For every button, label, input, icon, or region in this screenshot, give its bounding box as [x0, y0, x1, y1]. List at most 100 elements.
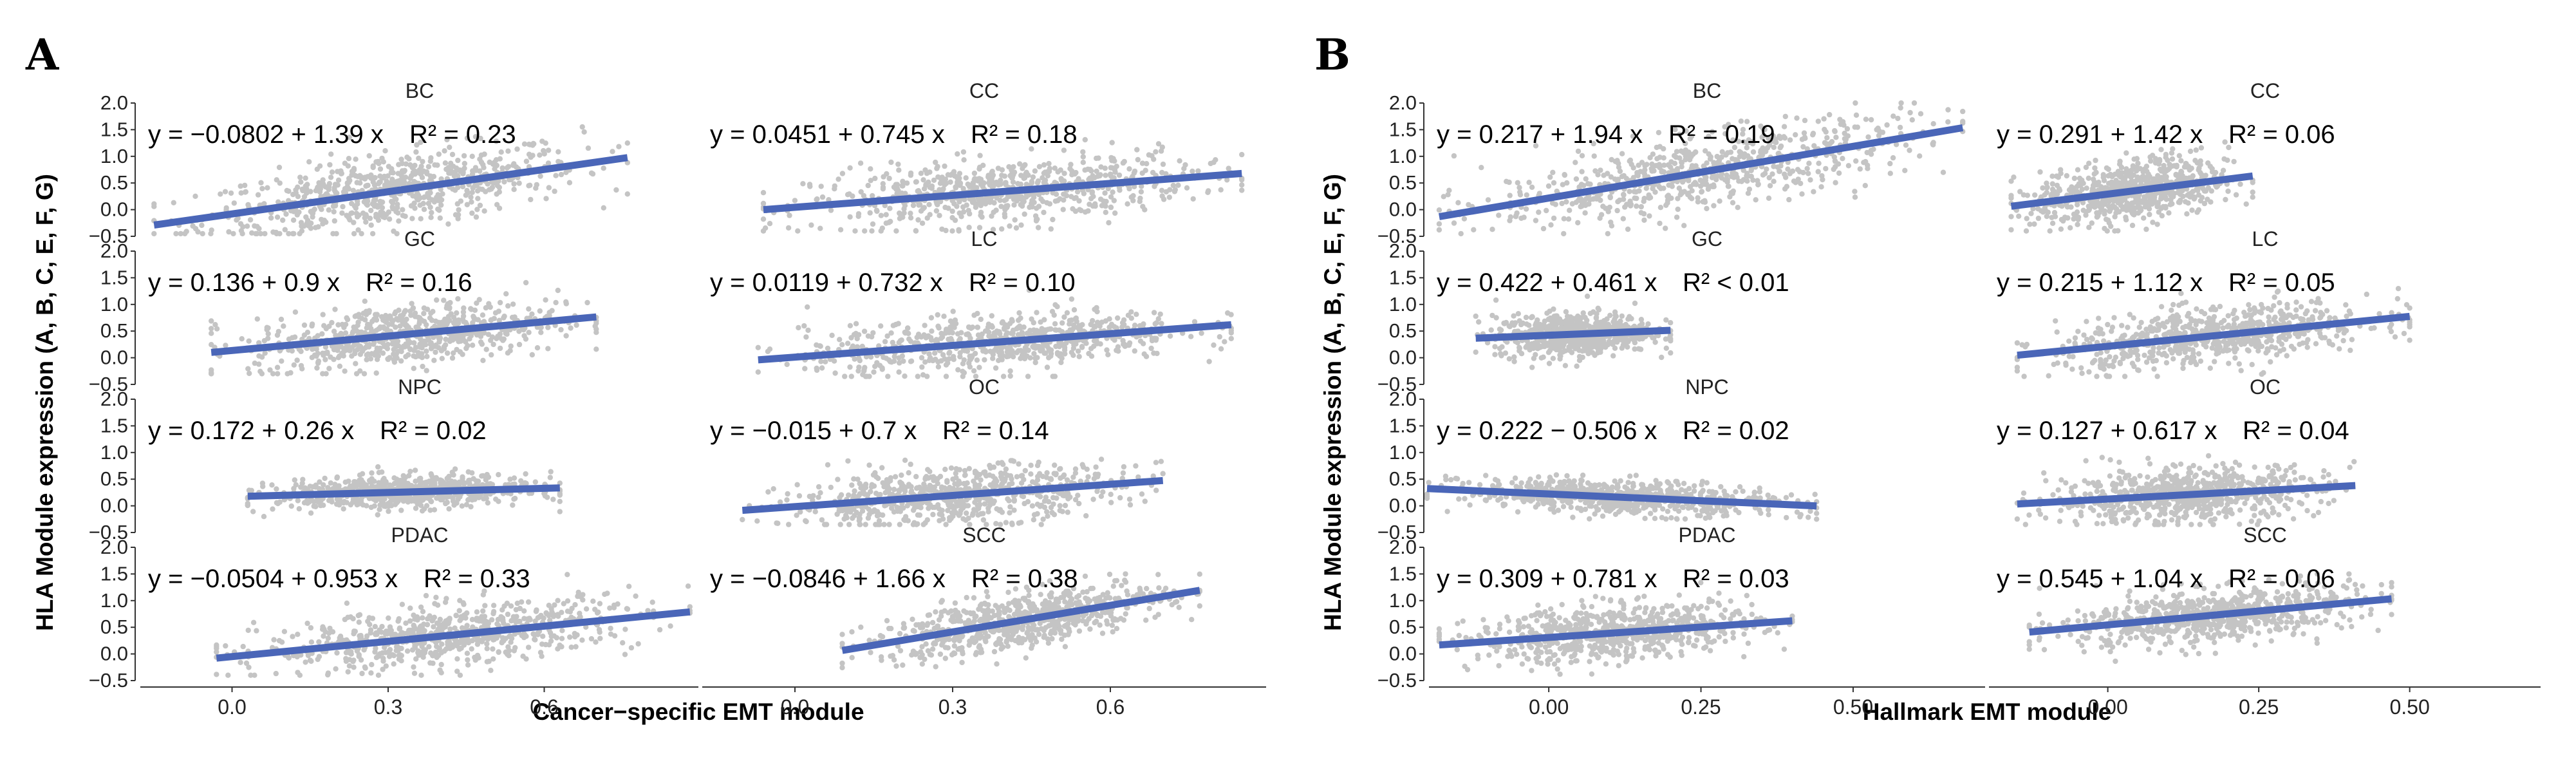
- data-point: [314, 365, 320, 371]
- data-point: [359, 231, 364, 237]
- data-point: [1094, 341, 1100, 346]
- data-point: [1132, 348, 1138, 354]
- data-point: [1117, 495, 1123, 501]
- data-point: [452, 466, 458, 472]
- data-point: [897, 522, 903, 527]
- y-tick-label: 1.5: [100, 562, 128, 585]
- data-point: [947, 318, 954, 324]
- data-point: [264, 325, 270, 330]
- data-point: [891, 353, 897, 359]
- data-point: [1072, 316, 1078, 322]
- facet-a-bc: BCy = −0.0802 + 1.39 x R² = 0.23−0.50.00.…: [89, 79, 630, 247]
- data-point: [400, 212, 406, 218]
- data-point: [1011, 164, 1016, 170]
- data-point: [230, 231, 236, 237]
- data-point: [1062, 351, 1068, 357]
- data-point: [321, 323, 327, 328]
- data-point: [424, 306, 431, 312]
- data-point: [400, 207, 406, 212]
- data-point: [413, 353, 418, 360]
- data-point: [1080, 154, 1087, 160]
- data-point: [942, 356, 947, 362]
- data-point: [478, 135, 483, 142]
- data-point: [379, 155, 385, 162]
- data-point: [412, 467, 418, 473]
- data-point: [948, 465, 955, 471]
- data-point: [1007, 510, 1013, 516]
- data-point: [624, 140, 630, 146]
- data-point: [474, 300, 480, 306]
- data-point: [341, 189, 347, 195]
- data-point: [999, 476, 1005, 482]
- data-point: [952, 217, 958, 223]
- data-point: [1015, 332, 1022, 337]
- data-point: [151, 231, 157, 237]
- data-point: [436, 151, 442, 157]
- data-point: [382, 343, 387, 349]
- data-point: [451, 314, 457, 321]
- data-point: [398, 657, 404, 664]
- data-point: [313, 504, 319, 509]
- data-point: [262, 350, 268, 356]
- data-point: [358, 632, 364, 639]
- data-point: [362, 664, 368, 670]
- data-point: [327, 625, 333, 632]
- data-point: [427, 507, 433, 513]
- data-point: [888, 330, 894, 336]
- data-point: [424, 503, 430, 509]
- data-point: [850, 515, 855, 521]
- data-point: [505, 611, 511, 617]
- data-point: [1112, 167, 1118, 173]
- data-point: [1205, 189, 1211, 195]
- data-point: [1060, 207, 1066, 212]
- data-point: [608, 631, 614, 637]
- data-point: [390, 497, 396, 503]
- data-point: [261, 201, 267, 207]
- data-point: [482, 603, 488, 608]
- data-point: [499, 165, 505, 171]
- data-point: [557, 498, 563, 504]
- data-point: [566, 180, 573, 185]
- data-point: [876, 518, 882, 523]
- data-point: [901, 486, 907, 493]
- data-point: [285, 371, 290, 377]
- data-point: [394, 231, 400, 237]
- data-point: [583, 606, 590, 612]
- y-tick-label: 1.0: [100, 293, 128, 316]
- data-point: [932, 350, 938, 356]
- data-point: [425, 164, 432, 170]
- data-point: [350, 328, 356, 335]
- data-point: [537, 152, 543, 158]
- data-point: [473, 214, 480, 220]
- data-point: [328, 174, 334, 180]
- data-point: [608, 625, 613, 632]
- data-point: [1051, 312, 1057, 318]
- data-point: [938, 335, 944, 341]
- data-point: [246, 487, 252, 493]
- data-point: [1088, 321, 1094, 328]
- data-point: [760, 216, 767, 222]
- data-point: [805, 327, 811, 334]
- data-point: [1079, 462, 1085, 467]
- data-point: [323, 219, 329, 225]
- data-point: [243, 189, 248, 195]
- data-point: [199, 222, 205, 229]
- data-point: [1073, 194, 1079, 201]
- data-point: [915, 217, 921, 223]
- data-point: [1072, 171, 1078, 177]
- data-point: [453, 612, 459, 619]
- data-point: [874, 208, 880, 214]
- data-point: [265, 185, 270, 191]
- y-tick-label: 2.0: [100, 388, 128, 410]
- data-point: [322, 184, 328, 190]
- data-point: [957, 199, 962, 205]
- data-point: [1011, 202, 1017, 208]
- data-point: [795, 228, 801, 234]
- data-point: [275, 371, 281, 377]
- data-point: [796, 325, 801, 331]
- data-point: [398, 173, 404, 178]
- data-point: [1107, 171, 1114, 177]
- data-point: [439, 355, 445, 361]
- data-point: [380, 175, 386, 181]
